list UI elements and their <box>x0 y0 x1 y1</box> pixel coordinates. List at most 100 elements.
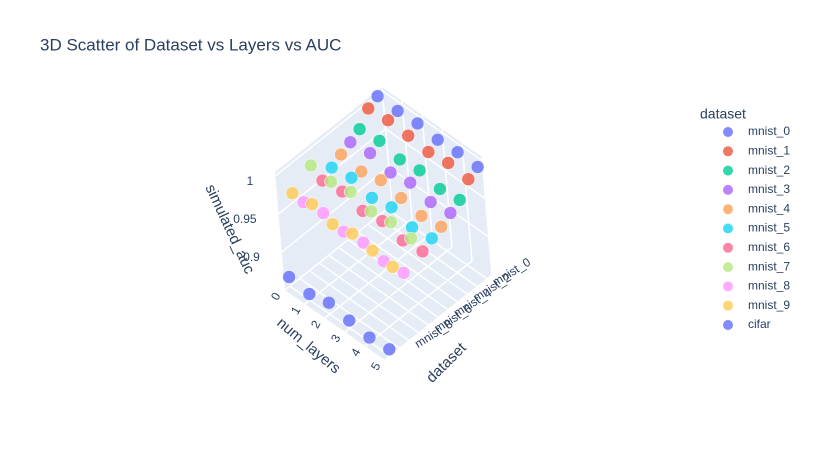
legend-marker <box>723 262 733 273</box>
legend-marker <box>723 204 733 215</box>
point <box>363 146 377 160</box>
point <box>421 145 436 159</box>
point <box>285 186 300 200</box>
grid-line <box>461 142 473 262</box>
point <box>433 182 447 196</box>
legend-marker <box>723 281 733 292</box>
legend-label: mnist_6 <box>748 240 790 254</box>
point <box>470 160 485 174</box>
grid-line <box>441 128 453 248</box>
legend-label: mnist_8 <box>748 279 790 293</box>
point <box>344 171 359 185</box>
point <box>381 113 395 127</box>
grid-line <box>386 208 488 280</box>
z-tick-label: 1 <box>247 174 254 188</box>
legend-label: mnist_2 <box>748 163 790 177</box>
y-tick-label: 5 <box>368 360 384 373</box>
z-tick-label: 0.9 <box>243 250 260 264</box>
point <box>390 104 405 118</box>
point <box>302 287 317 301</box>
point <box>393 152 407 167</box>
y-tick-label: 2 <box>308 318 324 331</box>
scene: 0.90.951012345mnist_0mnist_2mnist_4mnist… <box>201 86 533 386</box>
point <box>394 191 408 205</box>
point <box>425 231 439 246</box>
legend-label: mnist_0 <box>748 124 790 138</box>
back-wall <box>275 87 392 290</box>
point <box>316 206 331 220</box>
point <box>352 122 367 136</box>
grid-line <box>308 270 410 342</box>
grid-line <box>367 223 469 295</box>
grid-line <box>421 114 433 234</box>
point <box>324 175 338 189</box>
point <box>365 191 379 205</box>
point <box>345 226 359 241</box>
grid-line <box>357 231 459 303</box>
grid-line <box>381 86 393 206</box>
legend-marker <box>723 165 733 176</box>
point <box>304 158 318 173</box>
grid-line <box>481 156 493 276</box>
point <box>404 231 418 246</box>
y-tick-label: 3 <box>328 332 344 345</box>
point <box>385 260 400 274</box>
grid-line <box>299 277 401 350</box>
legend-label: mnist_5 <box>748 221 790 235</box>
point <box>334 147 348 162</box>
point <box>415 244 430 259</box>
chart-title: 3D Scatter of Dataset vs Layers vs AUC <box>40 35 341 54</box>
y-tick-label: 4 <box>348 346 364 359</box>
legend-label: mnist_3 <box>748 182 790 196</box>
point <box>441 156 455 170</box>
point <box>305 197 319 211</box>
z-axis-title: simulated_auc <box>201 182 257 277</box>
point <box>434 220 448 234</box>
point <box>412 163 427 178</box>
point <box>282 270 296 284</box>
legend-marker <box>723 320 733 330</box>
point <box>384 215 398 230</box>
legend-marker <box>723 242 733 253</box>
legend-marker <box>723 146 733 157</box>
legend-label: mnist_7 <box>748 259 790 273</box>
grid-line <box>338 246 439 319</box>
point <box>361 101 375 116</box>
legend-label: cifar <box>748 317 771 331</box>
legend-title: dataset <box>700 106 746 122</box>
point <box>414 209 429 223</box>
point <box>374 173 388 187</box>
point <box>461 172 476 186</box>
grid-line <box>328 254 430 326</box>
legend-marker <box>723 184 733 195</box>
point <box>324 160 339 175</box>
grid-line <box>401 100 413 220</box>
point <box>384 200 399 215</box>
point <box>343 135 358 149</box>
y-tick-label: 0 <box>268 290 284 303</box>
point <box>354 164 369 179</box>
legend-marker <box>723 127 733 137</box>
legend-label: mnist_4 <box>748 201 790 215</box>
legend-label: mnist_9 <box>748 298 790 312</box>
point <box>365 243 380 258</box>
point <box>401 128 415 143</box>
y-tick-label: 1 <box>288 304 304 317</box>
point <box>370 89 385 103</box>
legend-marker <box>723 300 733 311</box>
point <box>325 217 340 231</box>
point <box>362 330 377 345</box>
point <box>383 165 398 180</box>
point <box>372 134 387 148</box>
point <box>364 204 378 219</box>
point <box>322 295 336 310</box>
x-axis-title: dataset <box>423 339 470 386</box>
legend-label: mnist_1 <box>748 143 790 157</box>
point <box>450 145 465 159</box>
point <box>443 206 458 220</box>
point <box>403 175 417 190</box>
point <box>342 313 356 328</box>
point <box>423 195 438 209</box>
grid-line <box>318 262 420 334</box>
